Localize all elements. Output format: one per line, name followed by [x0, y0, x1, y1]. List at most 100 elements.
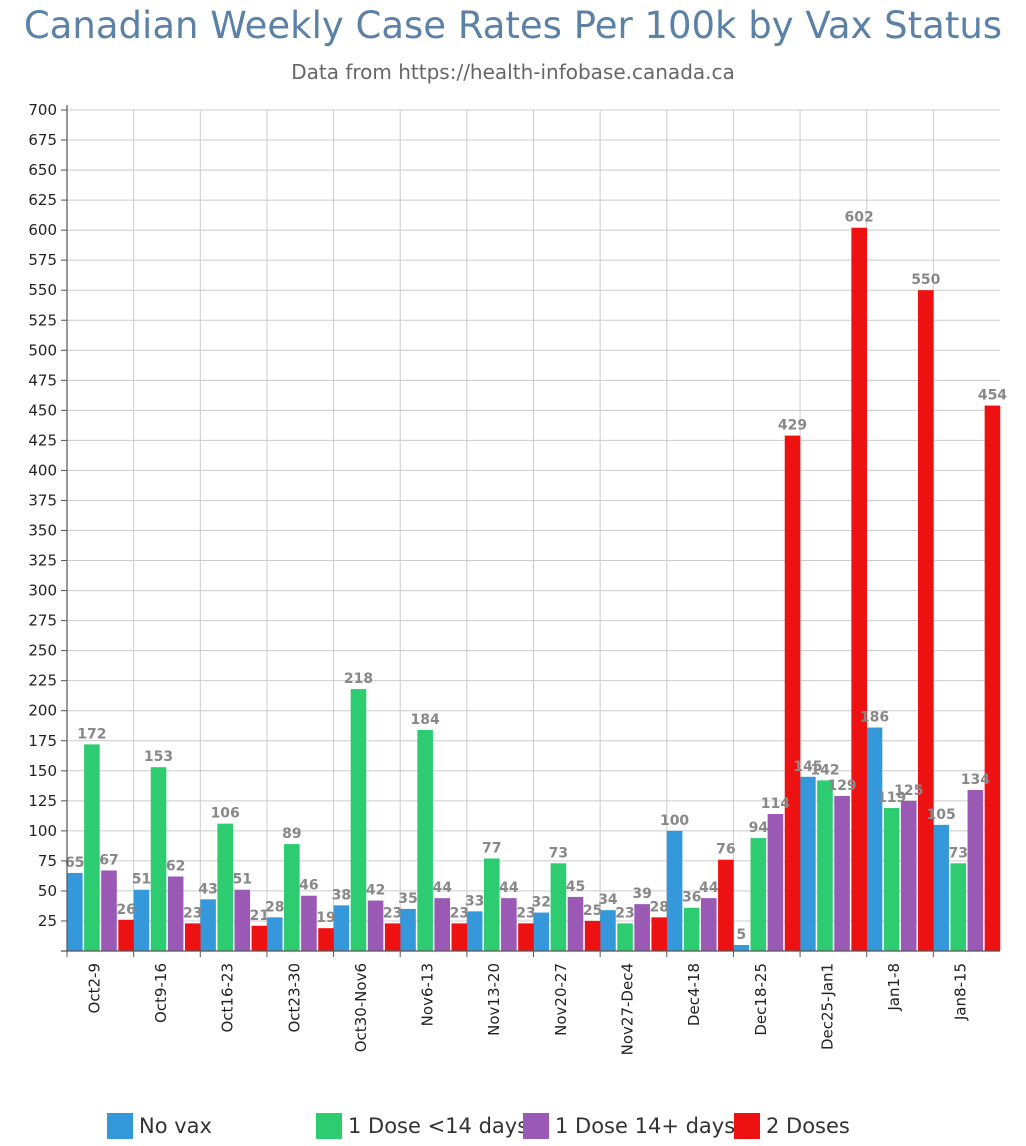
bar — [651, 917, 668, 951]
data-label: 32 — [532, 895, 551, 911]
bar — [784, 435, 801, 951]
data-label: 129 — [827, 778, 856, 794]
data-label: 33 — [465, 893, 484, 909]
y-tick-label: 350 — [28, 522, 57, 540]
bar — [451, 923, 468, 951]
bar — [984, 405, 1001, 952]
data-label: 77 — [482, 840, 501, 856]
y-tick-label: 75 — [38, 852, 57, 870]
x-tick-label: Oct16-23 — [219, 963, 237, 1033]
data-label: 25 — [583, 903, 602, 919]
bar — [501, 898, 517, 951]
bar — [200, 899, 216, 951]
bar — [600, 910, 616, 951]
y-tick-label: 550 — [28, 281, 57, 299]
data-label: 51 — [233, 872, 252, 888]
data-label: 28 — [265, 899, 284, 915]
y-tick-label: 375 — [28, 491, 57, 509]
bar — [333, 905, 350, 951]
bar — [567, 896, 584, 951]
legend-swatch — [107, 1113, 133, 1139]
chart-title: Canadian Weekly Case Rates Per 100k by V… — [23, 4, 1003, 47]
data-label: 142 — [810, 762, 839, 778]
legend: No vax 1 Dose <14 days 1 Dose 14+ days 2 Do… — [0, 1110, 1026, 1142]
bar — [284, 844, 300, 951]
bar — [834, 796, 850, 951]
bar — [584, 920, 601, 951]
bar — [666, 830, 683, 951]
data-label: 602 — [845, 210, 874, 226]
bar — [933, 824, 949, 951]
data-label: 51 — [132, 872, 151, 888]
bar — [384, 923, 401, 951]
data-label: 172 — [77, 726, 106, 742]
bar — [101, 870, 117, 951]
data-label: 39 — [632, 886, 651, 902]
bar — [266, 917, 283, 951]
y-tick-label: 125 — [28, 792, 57, 810]
data-label: 34 — [598, 892, 618, 908]
y-tick-label: 500 — [28, 341, 57, 359]
data-label: 23 — [183, 905, 202, 921]
bar — [700, 898, 717, 951]
bar — [150, 767, 167, 951]
bar — [251, 925, 268, 951]
data-label: 125 — [894, 783, 923, 799]
legend-label: 1 Dose <14 days — [348, 1114, 529, 1138]
data-label: 45 — [566, 879, 585, 895]
x-tick-label: Nov6-13 — [419, 963, 437, 1026]
bar — [851, 227, 867, 952]
x-tick-label: Nov27-Dec4 — [618, 963, 636, 1055]
bar — [234, 889, 251, 951]
y-tick-label: 250 — [28, 642, 57, 660]
bar — [518, 923, 534, 951]
data-label: 46 — [299, 878, 318, 894]
bar — [883, 808, 900, 951]
bar — [167, 876, 184, 951]
bar — [466, 911, 483, 951]
bar — [866, 727, 883, 951]
bar — [434, 898, 451, 951]
data-label: 62 — [166, 859, 185, 875]
bar — [318, 928, 334, 951]
bar — [133, 889, 150, 951]
y-tick-label: 150 — [28, 762, 57, 780]
x-tick-label: Jan1-8 — [885, 963, 903, 1012]
y-tick-label: 625 — [28, 191, 57, 209]
data-label: 134 — [961, 772, 990, 788]
y-tick-label: 675 — [28, 131, 57, 149]
bar — [301, 895, 317, 951]
x-tick-label: Dec18-25 — [752, 963, 770, 1036]
y-tick-label: 525 — [28, 311, 57, 329]
x-tick-label: Oct30-Nov6 — [352, 963, 370, 1052]
y-tick-label: 275 — [28, 612, 57, 630]
data-label: 36 — [682, 890, 701, 906]
data-label: 454 — [978, 388, 1007, 404]
data-label: 94 — [749, 820, 769, 836]
x-tick-label: Oct23-30 — [285, 963, 303, 1033]
data-label: 44 — [699, 880, 719, 896]
legend-swatch — [734, 1113, 760, 1139]
legend-label: 1 Dose 14+ days — [555, 1114, 736, 1138]
data-label: 43 — [198, 881, 217, 897]
bar — [683, 907, 700, 951]
data-label: 73 — [949, 845, 968, 861]
bar — [967, 790, 984, 951]
legend-item: 1 Dose <14 days — [316, 1110, 528, 1142]
data-label: 23 — [516, 905, 535, 921]
bar — [367, 900, 384, 951]
data-label: 21 — [250, 908, 269, 924]
y-tick-label: 575 — [28, 251, 57, 269]
data-label: 44 — [432, 880, 452, 896]
bar — [617, 923, 633, 951]
legend-swatch — [523, 1113, 549, 1139]
data-label: 89 — [282, 826, 301, 842]
legend-label: No vax — [139, 1114, 212, 1138]
x-tick-label: Oct9-16 — [152, 963, 170, 1023]
y-tick-label: 600 — [28, 221, 57, 239]
bar — [750, 838, 767, 951]
legend-item: 2 Doses — [734, 1110, 850, 1142]
y-tick-label: 200 — [28, 702, 57, 720]
data-label: 106 — [211, 806, 240, 822]
